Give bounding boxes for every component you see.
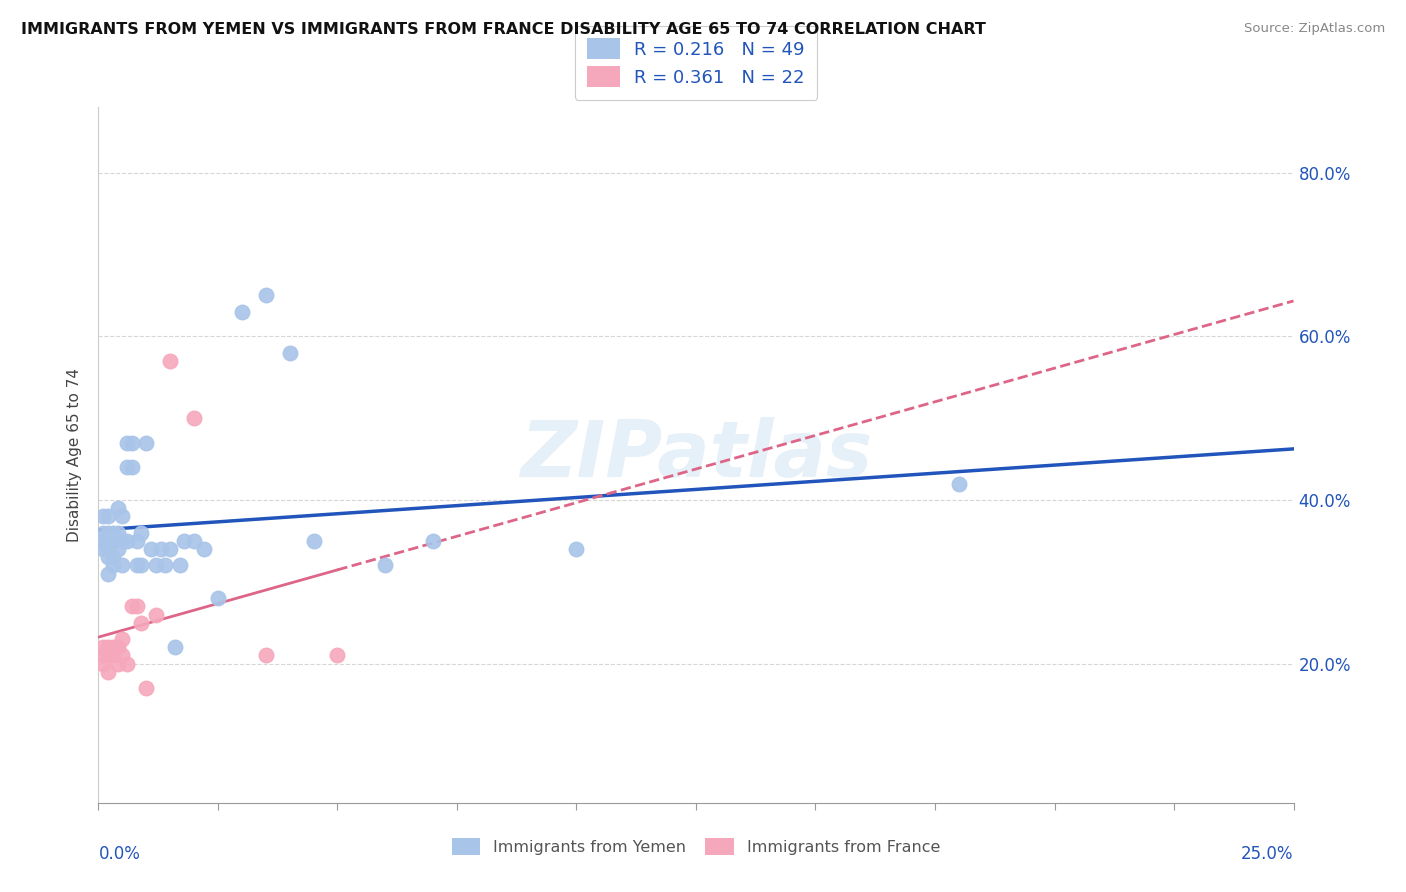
- Point: [111, 509, 134, 524]
- Point: [374, 558, 396, 573]
- Point: [97, 640, 120, 655]
- Point: [91, 657, 114, 671]
- Point: [135, 435, 157, 450]
- Point: [125, 533, 148, 548]
- Point: [97, 525, 120, 540]
- Y-axis label: Disability Age 65 to 74: Disability Age 65 to 74: [67, 368, 83, 542]
- Point: [91, 509, 114, 524]
- Point: [111, 533, 134, 548]
- Point: [326, 648, 349, 663]
- Point: [107, 542, 129, 557]
- Point: [145, 607, 167, 622]
- Point: [422, 533, 444, 548]
- Point: [565, 542, 588, 557]
- Point: [121, 599, 143, 614]
- Point: [207, 591, 229, 606]
- Point: [121, 435, 143, 450]
- Point: [278, 345, 301, 359]
- Point: [183, 533, 205, 548]
- Point: [97, 550, 120, 565]
- Point: [145, 558, 167, 573]
- Point: [183, 411, 205, 425]
- Point: [169, 558, 191, 573]
- Point: [115, 533, 138, 548]
- Point: [115, 435, 138, 450]
- Point: [97, 509, 120, 524]
- Point: [135, 681, 157, 696]
- Text: 25.0%: 25.0%: [1241, 845, 1294, 863]
- Point: [948, 476, 970, 491]
- Point: [101, 558, 124, 573]
- Legend: Immigrants from Yemen, Immigrants from France: Immigrants from Yemen, Immigrants from F…: [441, 829, 950, 864]
- Text: 0.0%: 0.0%: [98, 845, 141, 863]
- Point: [101, 550, 124, 565]
- Point: [101, 648, 124, 663]
- Point: [91, 533, 114, 548]
- Point: [111, 558, 134, 573]
- Point: [125, 599, 148, 614]
- Point: [91, 648, 114, 663]
- Point: [101, 640, 124, 655]
- Point: [97, 566, 120, 581]
- Point: [125, 558, 148, 573]
- Point: [91, 542, 114, 557]
- Point: [91, 525, 114, 540]
- Point: [131, 558, 153, 573]
- Point: [111, 632, 134, 646]
- Point: [139, 542, 162, 557]
- Point: [91, 640, 114, 655]
- Point: [131, 615, 153, 630]
- Point: [173, 533, 195, 548]
- Text: ZIPatlas: ZIPatlas: [520, 417, 872, 493]
- Point: [155, 558, 177, 573]
- Point: [254, 288, 277, 302]
- Point: [121, 460, 143, 475]
- Point: [193, 542, 215, 557]
- Point: [97, 542, 120, 557]
- Point: [163, 640, 186, 655]
- Point: [107, 525, 129, 540]
- Point: [254, 648, 277, 663]
- Text: Source: ZipAtlas.com: Source: ZipAtlas.com: [1244, 22, 1385, 36]
- Point: [115, 460, 138, 475]
- Point: [302, 533, 325, 548]
- Point: [115, 657, 138, 671]
- Point: [107, 501, 129, 516]
- Point: [101, 533, 124, 548]
- Text: IMMIGRANTS FROM YEMEN VS IMMIGRANTS FROM FRANCE DISABILITY AGE 65 TO 74 CORRELAT: IMMIGRANTS FROM YEMEN VS IMMIGRANTS FROM…: [21, 22, 986, 37]
- Point: [97, 665, 120, 679]
- Point: [159, 353, 181, 368]
- Point: [159, 542, 181, 557]
- Point: [107, 640, 129, 655]
- Point: [111, 648, 134, 663]
- Point: [131, 525, 153, 540]
- Point: [97, 533, 120, 548]
- Point: [149, 542, 172, 557]
- Point: [231, 304, 253, 318]
- Point: [101, 525, 124, 540]
- Point: [97, 648, 120, 663]
- Point: [107, 657, 129, 671]
